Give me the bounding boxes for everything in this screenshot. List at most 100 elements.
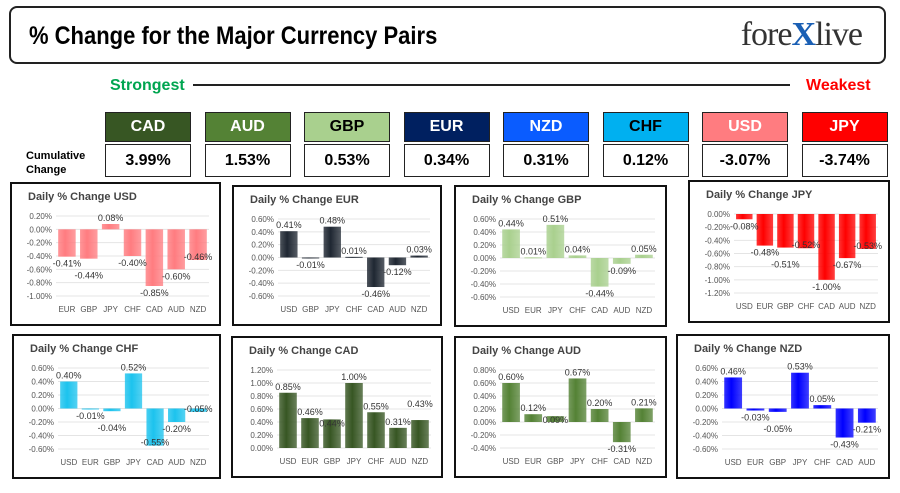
bar-jpy [323, 226, 341, 258]
bar-gbp [546, 416, 565, 422]
bar-jpy [568, 378, 587, 422]
data-label: -0.85% [140, 288, 169, 298]
category-label: EUR [525, 457, 542, 466]
y-tick-label: 0.00% [707, 210, 730, 219]
chart-svg: Daily % Change CHF0.60%0.40%0.20%0.00%-0… [29, 343, 213, 467]
currency-card-gbp: GBP 0.53% [304, 112, 390, 177]
data-label: 0.03% [406, 245, 432, 255]
chart-title: Daily % Change NZD [694, 343, 802, 355]
chart-svg: Daily % Change USD 0.20% 0.00% -0.20% -0.40%… [27, 191, 213, 314]
bar-chf [813, 405, 832, 409]
category-label: USD [725, 458, 742, 467]
bar-gbp [323, 419, 341, 448]
category-label: JPY [325, 305, 340, 314]
bar-cad [835, 408, 854, 438]
category-label: AUD [858, 458, 875, 467]
bar-jpy [345, 383, 363, 448]
y-tick-label: -0.40% [471, 444, 496, 453]
data-label: -0.48% [751, 248, 780, 258]
page-title: % Change for the Major Currency Pairs [29, 22, 438, 50]
y-tick-label: -0.80% [27, 279, 52, 288]
category-label: JPY [126, 458, 141, 467]
bar-nzd [859, 214, 876, 249]
bar-usd [280, 231, 298, 258]
category-label: JPY [548, 306, 563, 315]
y-tick-label: 0.00% [29, 225, 52, 234]
bar-aud [838, 214, 856, 259]
category-label: USD [280, 305, 297, 314]
y-tick-label: -0.60% [27, 265, 52, 274]
weakest-label: Weakest [806, 77, 871, 94]
y-tick-label: -0.60% [29, 445, 54, 454]
bar-eur [81, 408, 99, 410]
currency-code: EUR [403, 112, 490, 142]
category-label: EUR [747, 458, 764, 467]
y-tick-label: -0.60% [705, 250, 730, 259]
chart-title: Daily % Change GBP [472, 194, 581, 206]
bar-chf [590, 409, 609, 422]
bar-gbp [301, 257, 320, 259]
currency-code: CAD [105, 112, 191, 142]
title-box: % Change for the Major Currency Pairs fo… [9, 6, 886, 64]
data-label: 0.09% [543, 415, 569, 425]
data-label: -0.53% [853, 241, 882, 251]
bar-nzd [635, 254, 653, 258]
chart-eur: Daily % Change EUR 0.60% 0.40% 0.20% 0.00% -0… [232, 185, 442, 326]
category-label: CHF [346, 305, 363, 314]
chart-svg: Daily % Change EUR 0.60% 0.40% 0.20% 0.00% -0… [249, 194, 432, 314]
category-label: JPY [793, 458, 808, 467]
bar-nzd [189, 229, 207, 260]
bar-nzd [635, 408, 653, 422]
currency-code: GBP [304, 112, 390, 142]
data-label: -0.09% [608, 266, 637, 276]
category-label: NZD [411, 305, 428, 314]
bar-nzd [410, 255, 428, 258]
data-label: 0.04% [565, 244, 591, 254]
cumulative-value: 3.99% [105, 144, 191, 177]
category-label: CHF [368, 457, 385, 466]
bar-gbp [103, 408, 121, 412]
y-tick-label: -0.20% [705, 223, 730, 232]
category-label: CAD [146, 305, 163, 314]
data-label: 0.44% [319, 418, 345, 428]
category-label: USD [503, 457, 520, 466]
y-tick-label: -0.20% [471, 267, 496, 276]
bar-aud [168, 408, 186, 422]
category-label: EUR [58, 305, 75, 314]
bar-eur [301, 418, 319, 448]
y-tick-label: -0.40% [705, 236, 730, 245]
category-label: EUR [82, 458, 99, 467]
category-label: EUR [525, 306, 542, 315]
y-tick-label: 0.40% [473, 228, 496, 237]
y-tick-label: 0.00% [250, 444, 273, 453]
cumulative-change-label: Cumulative Change [26, 149, 85, 177]
category-label: CHF [124, 305, 141, 314]
bar-eur [524, 414, 543, 422]
bar-eur [524, 257, 543, 259]
y-tick-label: 0.60% [695, 364, 718, 373]
data-label: -0.31% [608, 444, 637, 454]
data-label: 0.20% [587, 398, 613, 408]
bar-aud [389, 427, 407, 448]
currency-card-nzd: NZD 0.31% [503, 112, 589, 177]
cumulative-value: 0.31% [503, 144, 589, 177]
category-label: EUR [302, 457, 319, 466]
y-tick-label: -0.40% [471, 280, 496, 289]
currency-card-aud: AUD 1.53% [204, 112, 291, 177]
data-label: 0.67% [565, 367, 591, 377]
data-label: -0.55% [141, 438, 170, 448]
cumulative-label-line-2: Change [26, 164, 67, 176]
bar-cad [612, 422, 631, 443]
bar-usd [724, 377, 743, 409]
data-label: 0.40% [56, 371, 82, 381]
chart-title: Daily % Change USD [28, 191, 137, 203]
category-label: GBP [80, 305, 97, 314]
data-label: 1.00% [341, 372, 367, 382]
data-label: -0.04% [98, 423, 127, 433]
data-label: 0.46% [720, 366, 746, 376]
y-tick-label: 1.00% [250, 379, 273, 388]
data-label: -0.44% [585, 289, 614, 299]
currency-code: JPY [801, 112, 888, 142]
data-label: -1.00% [812, 282, 841, 292]
currency-card-jpy: JPY -3.74% [801, 112, 888, 177]
